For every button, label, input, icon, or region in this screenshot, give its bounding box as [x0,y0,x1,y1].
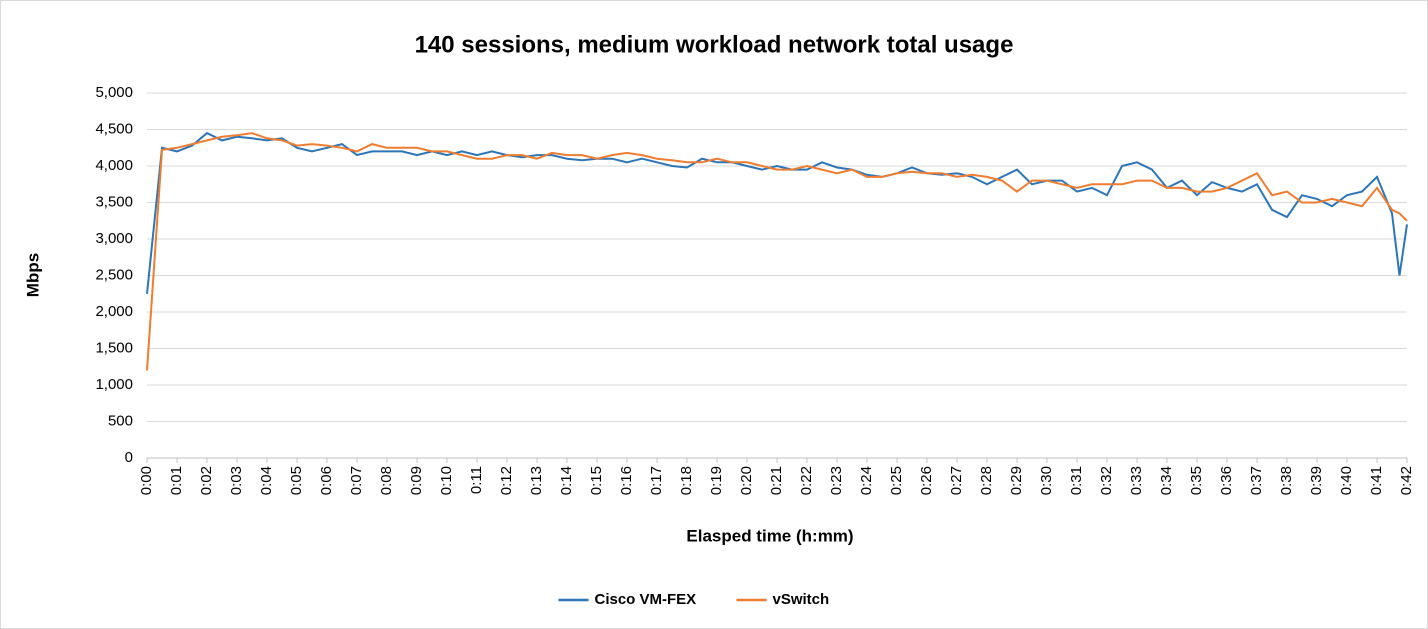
x-tick-label: 0:37 [1248,466,1265,495]
x-tick-label: 0:15 [588,466,605,495]
y-tick-label: 4,500 [95,120,133,137]
legend-label: Cisco VM-FEX [595,591,697,608]
chart-title: 140 sessions, medium workload network to… [415,31,1014,58]
legend-label: vSwitch [773,591,830,608]
x-tick-label: 0:32 [1098,466,1115,495]
y-tick-label: 0 [125,449,133,466]
x-tick-label: 0:35 [1188,466,1205,495]
x-tick-label: 0:24 [858,466,875,495]
x-tick-label: 0:08 [378,466,395,495]
x-tick-label: 0:12 [498,466,515,495]
x-tick-label: 0:04 [258,466,275,495]
x-tick-label: 0:30 [1038,466,1055,495]
x-tick-label: 0:23 [828,466,845,495]
x-tick-label: 0:39 [1308,466,1325,495]
x-tick-label: 0:20 [738,466,755,495]
y-tick-label: 1,500 [95,339,133,356]
y-tick-label: 3,000 [95,230,133,247]
y-tick-label: 1,000 [95,376,133,393]
series-line [146,132,1408,371]
x-tick-label: 0:21 [768,466,785,495]
y-tick-label: 500 [108,412,133,429]
x-tick-label: 0:31 [1068,466,1085,495]
x-tick-label: 0:02 [198,466,215,495]
x-tick-label: 0:09 [408,466,425,495]
x-tick-label: 0:34 [1158,466,1175,495]
x-tick-label: 0:27 [948,466,965,495]
x-tick-label: 0:36 [1218,466,1235,495]
y-tick-label: 2,500 [95,266,133,283]
x-tick-label: 0:06 [318,466,335,495]
x-tick-label: 0:16 [618,466,635,495]
x-tick-label: 0:29 [1008,466,1025,495]
x-tick-label: 0:42 [1398,466,1415,495]
x-tick-label: 0:14 [558,466,575,495]
x-tick-label: 0:10 [438,466,455,495]
x-tick-label: 0:26 [918,466,935,495]
x-tick-label: 0:19 [708,466,725,495]
y-tick-label: 3,500 [95,193,133,210]
x-tick-label: 0:28 [978,466,995,495]
x-tick-label: 0:18 [678,466,695,495]
series-line [146,131,1408,294]
x-tick-label: 0:25 [888,466,905,495]
x-axis-title: Elasped time (h:mm) [686,526,853,545]
y-tick-label: 5,000 [95,84,133,101]
x-tick-label: 0:13 [528,466,545,495]
x-tick-label: 0:01 [168,466,185,495]
x-tick-label: 0:41 [1368,466,1385,495]
y-tick-label: 4,000 [95,157,133,174]
y-axis-title: Mbps [23,253,42,297]
x-tick-label: 0:07 [348,466,365,495]
x-tick-label: 0:11 [468,466,485,494]
x-tick-label: 0:00 [138,466,155,495]
x-tick-label: 0:17 [648,466,665,495]
x-tick-label: 0:22 [798,466,815,495]
x-tick-label: 0:03 [228,466,245,495]
x-tick-label: 0:40 [1338,466,1355,495]
x-tick-label: 0:33 [1128,466,1145,495]
x-tick-label: 0:38 [1278,466,1295,495]
x-tick-label: 0:05 [288,466,305,495]
y-tick-label: 2,000 [95,303,133,320]
